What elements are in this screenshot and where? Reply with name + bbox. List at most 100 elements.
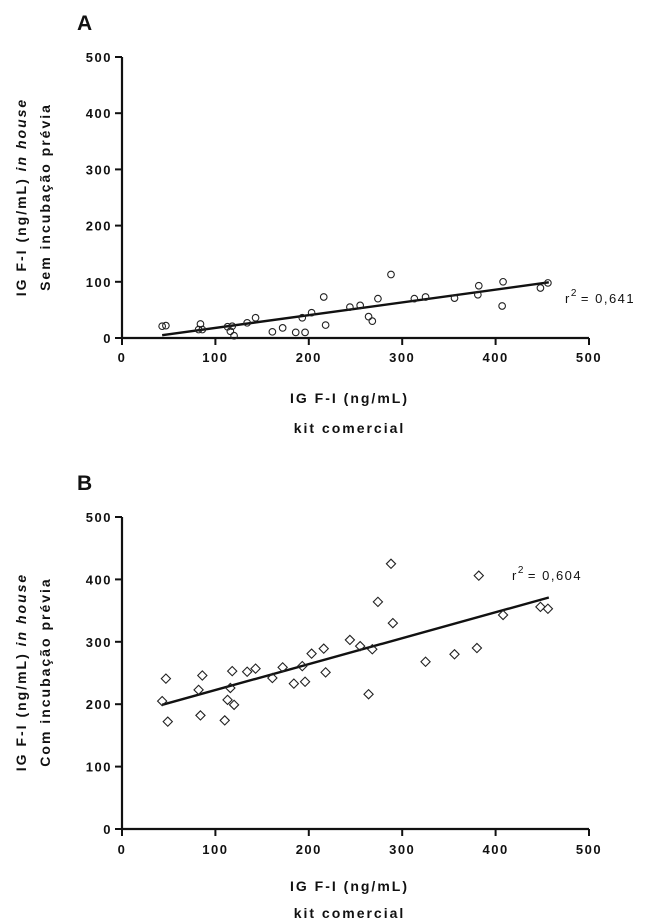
data-point xyxy=(226,665,238,677)
y-tick-label: 100 xyxy=(86,275,112,290)
x-tick-label: 300 xyxy=(389,350,415,365)
data-point xyxy=(410,294,419,303)
data-point xyxy=(196,670,208,681)
data-point xyxy=(226,327,235,336)
x-tick-label: 100 xyxy=(202,350,228,365)
y-tick-label: 500 xyxy=(86,50,112,65)
r-squared-superscript: 2 xyxy=(518,565,525,576)
data-point xyxy=(385,558,397,570)
y-axis-title: IG F-I (ng/mL) in house xyxy=(13,573,29,771)
y-tick-label: 400 xyxy=(86,106,112,121)
x-axis-title: IG F-I (ng/mL) xyxy=(290,390,409,406)
data-point xyxy=(374,294,382,303)
y-axis-title-main: IG F-I (ng/mL) xyxy=(13,171,29,296)
x-axis-subtitle: kit comercial xyxy=(294,420,406,436)
r-squared-label: r2 = 0,641 xyxy=(565,288,635,306)
y-tick-label: 200 xyxy=(86,219,112,234)
chart-panel-B: B 0 100 200 300 400 500 0 100 200 300 400 500 IG F-I … xyxy=(13,472,602,921)
data-point xyxy=(535,601,546,613)
data-point xyxy=(420,656,431,668)
panel-label: A xyxy=(77,12,92,35)
data-point xyxy=(251,313,260,322)
data-point xyxy=(363,688,374,700)
x-tick-label: 300 xyxy=(389,842,415,857)
x-tick-label: 200 xyxy=(296,350,322,365)
data-point xyxy=(372,596,384,608)
data-point xyxy=(473,570,485,582)
y-axis-subtitle: Sem incubação prévia xyxy=(37,103,53,291)
y-axis-title: IG F-I (ng/mL) in house xyxy=(13,98,29,296)
data-point xyxy=(298,313,307,322)
data-point xyxy=(288,678,300,689)
y-tick-label: 300 xyxy=(86,635,112,650)
data-point xyxy=(198,325,207,334)
x-tick-label: 200 xyxy=(296,842,322,857)
r-squared-label: r2 = 0,604 xyxy=(512,565,582,583)
data-point xyxy=(450,294,459,302)
data-point xyxy=(354,640,366,652)
data-point xyxy=(162,716,174,728)
data-point xyxy=(228,699,240,711)
data-point xyxy=(542,603,554,615)
y-tick-label: 500 xyxy=(86,510,112,525)
data-point xyxy=(307,308,316,317)
data-point xyxy=(277,662,289,673)
x-tick-label: 0 xyxy=(118,842,127,857)
data-point xyxy=(320,666,331,678)
data-point xyxy=(230,331,238,340)
y-axis-title-italic: in house xyxy=(13,98,29,172)
data-point xyxy=(250,663,261,675)
data-point xyxy=(321,321,330,329)
x-axis-subtitle: kit comercial xyxy=(294,905,406,921)
data-point xyxy=(319,293,328,301)
data-point xyxy=(243,318,252,327)
y-tick-label: 0 xyxy=(103,331,112,346)
data-point xyxy=(296,660,308,672)
data-point xyxy=(219,715,231,726)
x-tick-label: 400 xyxy=(482,842,508,857)
data-point xyxy=(318,643,330,655)
x-tick-label: 100 xyxy=(202,842,228,857)
y-axis-title-italic: in house xyxy=(13,573,29,647)
data-point xyxy=(471,642,483,654)
data-point xyxy=(160,673,172,684)
y-axis-subtitle: Com incubação prévia xyxy=(37,577,53,766)
data-point xyxy=(544,279,552,287)
data-point xyxy=(368,317,377,325)
r-squared-prefix: r xyxy=(512,568,518,583)
y-tick-label: 300 xyxy=(86,162,112,177)
regression-line xyxy=(161,281,550,337)
data-point xyxy=(158,322,167,331)
data-point xyxy=(222,694,233,706)
data-point xyxy=(268,327,277,336)
data-point xyxy=(228,322,237,331)
chart-panel-A: A 0 100 200 300 400 500 0 100 200 300 400 500 IG F-I … xyxy=(13,12,635,436)
data-point xyxy=(266,672,278,684)
r-squared-value: = 0,641 xyxy=(581,291,635,306)
x-tick-label: 500 xyxy=(576,350,602,365)
data-point xyxy=(195,710,206,721)
r-squared-superscript: 2 xyxy=(571,288,578,299)
data-point xyxy=(536,284,545,292)
data-point xyxy=(344,634,356,646)
data-point xyxy=(474,281,483,290)
data-point xyxy=(301,328,309,337)
data-point xyxy=(193,684,204,696)
data-point xyxy=(387,617,399,629)
x-tick-label: 500 xyxy=(576,842,602,857)
x-tick-label: 0 xyxy=(118,350,127,365)
data-point xyxy=(306,648,317,660)
data-point xyxy=(162,321,170,330)
panel-label: B xyxy=(77,472,92,495)
y-axis-title-main: IG F-I (ng/mL) xyxy=(13,646,29,771)
data-point xyxy=(299,676,311,688)
y-tick-label: 200 xyxy=(86,697,112,712)
data-point xyxy=(387,270,395,279)
r-squared-prefix: r xyxy=(565,291,571,306)
data-point xyxy=(498,302,506,310)
x-tick-label: 400 xyxy=(482,350,508,365)
data-point xyxy=(474,290,482,299)
data-point xyxy=(497,609,509,621)
y-tick-label: 0 xyxy=(103,822,112,837)
